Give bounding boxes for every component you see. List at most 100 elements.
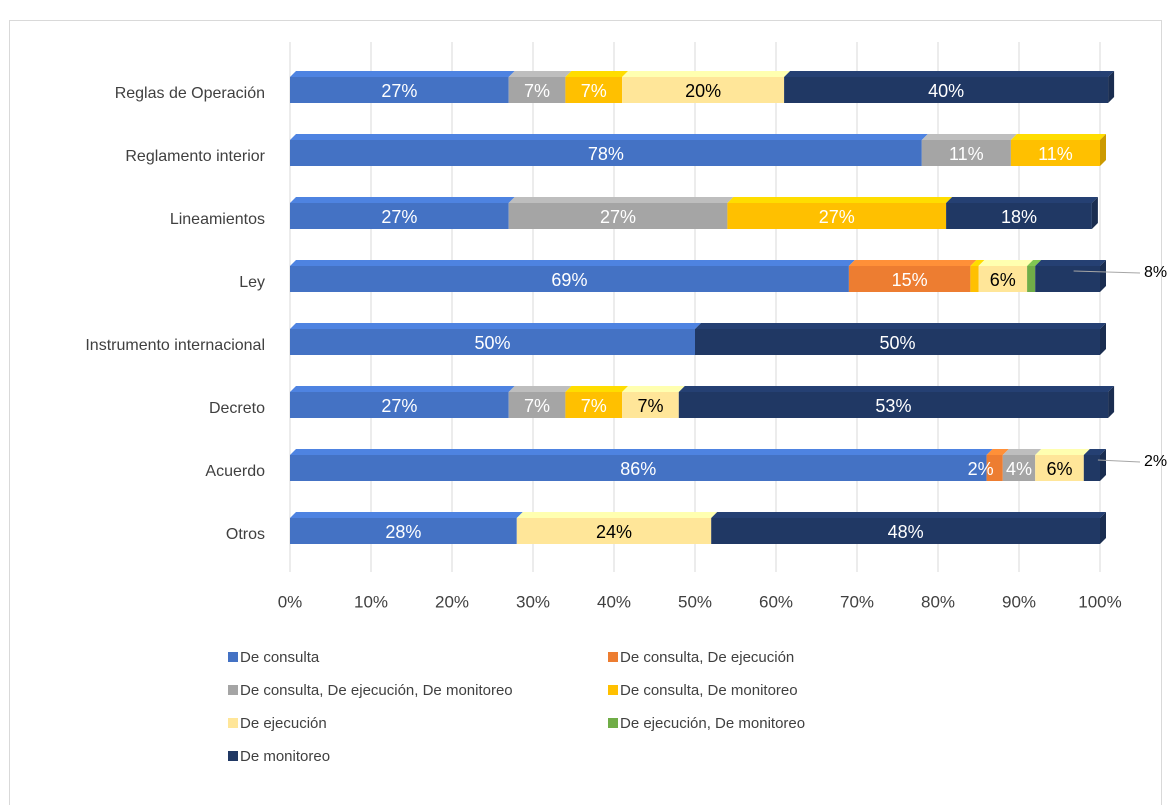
bar-segment [1010, 140, 1100, 166]
bar-top [978, 260, 1034, 266]
bar-segment [565, 392, 623, 418]
data-label: 7% [581, 396, 607, 416]
x-tick-label: 80% [921, 592, 955, 611]
data-label: 53% [875, 396, 911, 416]
bar-segment [508, 203, 728, 229]
bar-top [290, 386, 515, 392]
category-label: Reglamento interior [125, 148, 265, 165]
legend-label: De consulta [240, 649, 320, 666]
x-tick-label: 0% [278, 592, 303, 611]
bar-segment [508, 77, 566, 103]
data-label: 7% [637, 396, 663, 416]
data-label: 8% [1144, 264, 1167, 281]
bar-top [1035, 449, 1090, 455]
data-label: 18% [1001, 207, 1037, 227]
x-tick-label: 50% [678, 592, 712, 611]
x-tick-label: 30% [516, 592, 550, 611]
data-label: 28% [385, 522, 421, 542]
data-label: 24% [596, 522, 632, 542]
bar-top [986, 449, 1009, 455]
legend-swatch [228, 652, 238, 662]
bar-top [290, 449, 993, 455]
data-label: 11% [949, 144, 984, 164]
category-label: Instrumento internacional [85, 337, 265, 354]
bar-segment [508, 392, 566, 418]
legend-swatch [228, 718, 238, 728]
bar-segment [1083, 455, 1100, 481]
bar-end [1100, 449, 1106, 481]
data-label: 2% [968, 459, 994, 479]
bar-segment [978, 266, 1028, 292]
leader-line [1073, 270, 1141, 274]
bar-segment [290, 140, 922, 166]
bar-top [711, 512, 1106, 518]
x-tick-label: 100% [1078, 592, 1121, 611]
data-label: 48% [888, 522, 924, 542]
bar-top [784, 71, 1115, 77]
data-label: 6% [990, 270, 1016, 290]
bar-end [1108, 386, 1115, 418]
data-label: 27% [381, 81, 417, 101]
data-label: 27% [600, 207, 636, 227]
bar-segment [622, 392, 679, 418]
bar-top [516, 512, 718, 518]
bar-segment [784, 77, 1109, 103]
x-tick-label: 10% [354, 592, 388, 611]
bar-top [290, 134, 928, 140]
bar-end [1100, 134, 1106, 166]
bar-segment [516, 518, 712, 544]
bar-segment [921, 140, 1011, 166]
bar-segment [727, 203, 947, 229]
bar-top [508, 386, 572, 392]
x-tick-label: 60% [759, 592, 793, 611]
data-label: 50% [474, 333, 510, 353]
bar-segment [695, 329, 1100, 355]
bar-top [1035, 260, 1106, 266]
legend-label: De consulta, De ejecución [620, 649, 794, 666]
leader-line [1097, 459, 1141, 463]
bar-top [290, 71, 515, 77]
bar-top [508, 197, 734, 203]
bar-top [921, 134, 1017, 140]
bar-segment [848, 266, 971, 292]
bar-segment [290, 455, 987, 481]
bar-segment [970, 266, 979, 292]
bar-top [946, 197, 1098, 203]
bar-end [1091, 197, 1098, 229]
bar-top [508, 71, 572, 77]
bar-segment [290, 203, 509, 229]
legend-label: De ejecución [240, 715, 327, 732]
data-label: 7% [524, 396, 550, 416]
data-label: 50% [879, 333, 915, 353]
bar-top [290, 512, 523, 518]
x-tick-label: 20% [435, 592, 469, 611]
legend-label: De monitoreo [240, 748, 330, 765]
legend-swatch [608, 652, 618, 662]
bar-top [565, 71, 629, 77]
bar-segment [678, 392, 1109, 418]
bar-segment [946, 203, 1092, 229]
data-label: 11% [1038, 144, 1073, 164]
bar-top [565, 386, 629, 392]
data-label: 69% [551, 270, 587, 290]
x-tick-label: 70% [840, 592, 874, 611]
data-label: 78% [588, 144, 624, 164]
x-tick-label: 90% [1002, 592, 1036, 611]
legend-swatch [608, 718, 618, 728]
bar-end [1100, 260, 1106, 292]
bar-segment [1002, 455, 1036, 481]
bar-segment [986, 455, 1003, 481]
bar-segment [1035, 455, 1084, 481]
bar-segment [290, 392, 509, 418]
bar-segment [290, 266, 849, 292]
bar-top [848, 260, 977, 266]
bar-end [1100, 323, 1106, 355]
legend-swatch [228, 751, 238, 761]
data-label: 40% [928, 81, 964, 101]
category-label: Reglas de Operación [115, 85, 265, 102]
bar-end [1108, 71, 1115, 103]
category-label: Ley [239, 274, 265, 291]
data-label: 7% [581, 81, 607, 101]
legend-label: De consulta, De monitoreo [620, 682, 798, 699]
data-label: 7% [524, 81, 550, 101]
